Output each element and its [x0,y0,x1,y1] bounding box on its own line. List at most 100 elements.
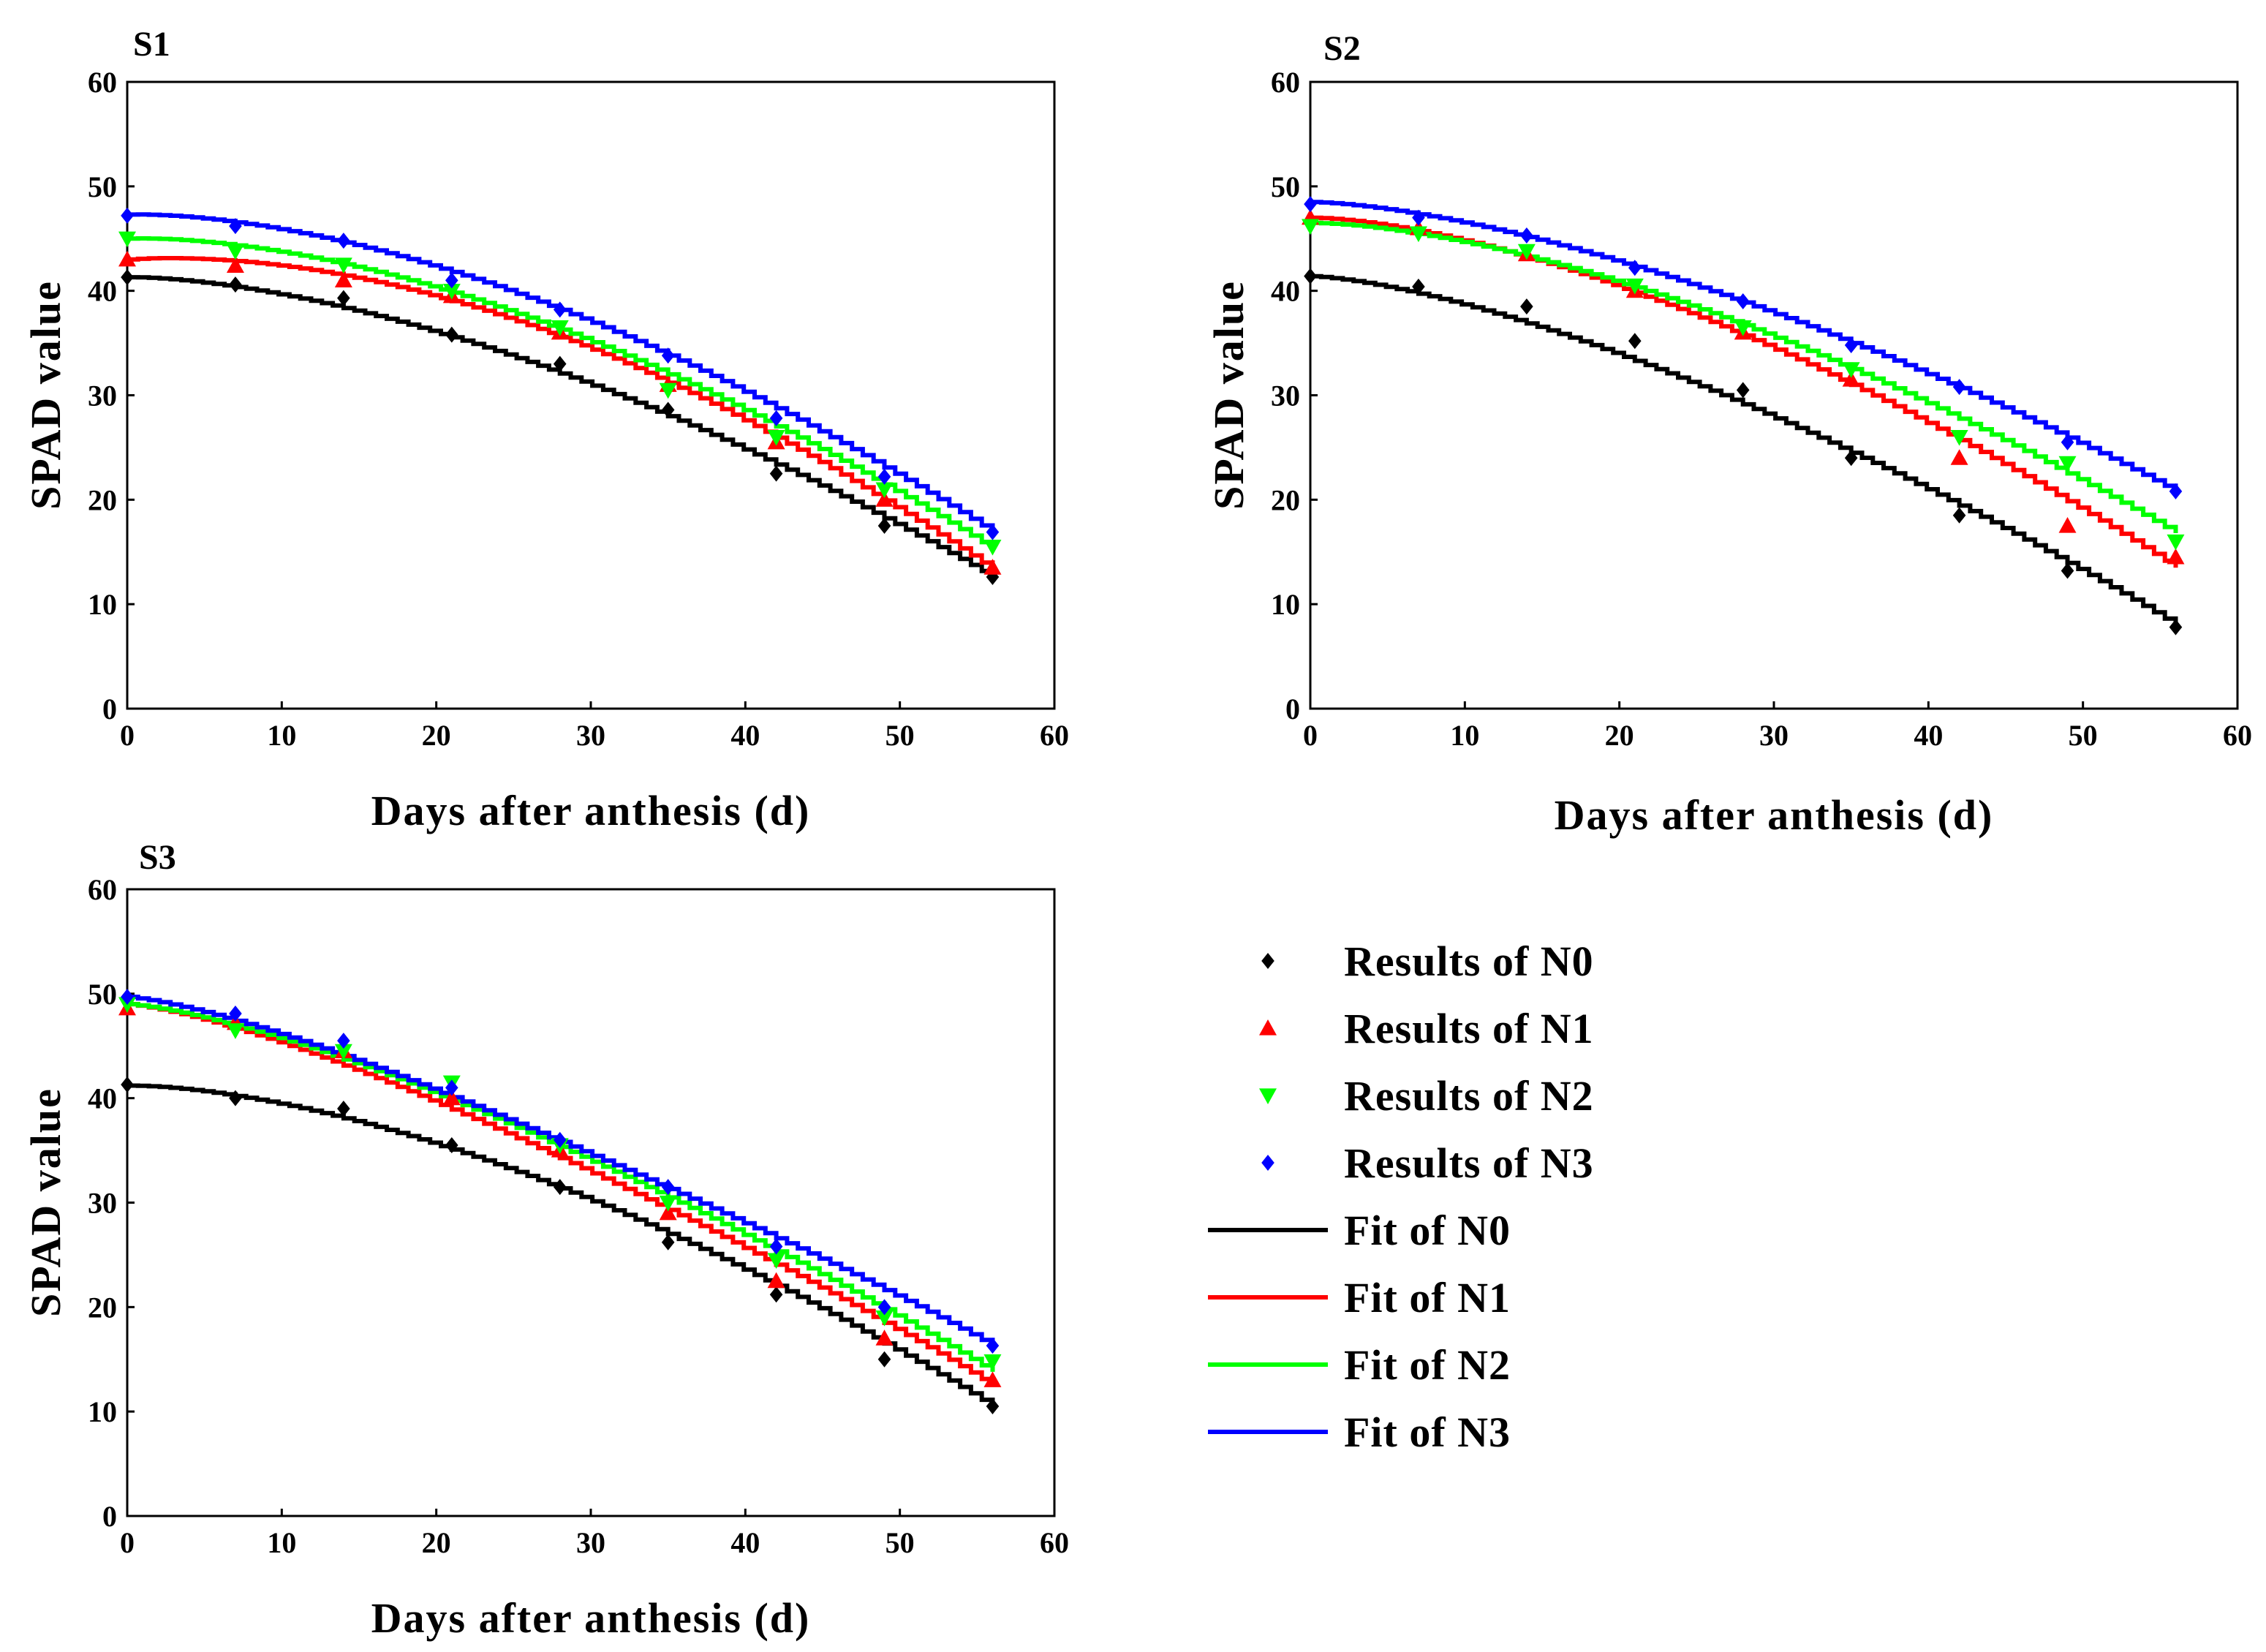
plot-frame [126,80,1056,710]
legend-label: Fit of N2 [1344,1341,1511,1389]
legend-item-fit-n1: Fit of N1 [1208,1274,1510,1321]
data-point-n2 [983,540,1002,556]
data-point-n0 [769,465,783,482]
data-point-n3 [121,207,134,224]
data-point-n2 [2058,456,2077,472]
legend-label: Results of N3 [1344,1139,1594,1187]
data-point-n3 [1952,379,1966,396]
y-tick-label: 50 [1271,170,1300,203]
y-tick-label: 60 [88,66,117,99]
legend-marker [1259,1088,1277,1104]
data-point-n2 [118,231,136,248]
x-tick-label: 60 [1040,1526,1069,1559]
legend-item-fit-n3: Fit of N3 [1208,1408,1511,1456]
data-point-n3 [1520,227,1533,244]
y-axis-label: SPAD value [1205,280,1253,510]
data-point-n2 [875,1310,894,1327]
y-tick-label: 60 [88,873,117,906]
data-markers [1302,196,2185,635]
legend: Results of N0 Results of N1 Results of N… [1208,938,1594,1456]
x-tick-label: 30 [576,1526,605,1559]
data-point-n0 [1952,507,1966,524]
data-point-n1 [2058,517,2077,533]
data-point-n1 [875,1329,894,1346]
data-point-n3 [1628,260,1642,276]
x-tick-label: 30 [1759,719,1789,752]
data-point-n3 [986,1338,1000,1354]
x-tick-label: 20 [1605,719,1634,752]
legend-marker-diamond-icon [1261,953,1274,969]
y-tick-label: 0 [102,693,117,725]
legend-label: Fit of N3 [1344,1408,1511,1456]
data-point-n0 [445,326,458,343]
legend-marker-triangle-up-icon [1259,1019,1277,1036]
x-axis-label: Days after anthesis (d) [1555,791,1994,839]
data-point-n3 [661,347,675,364]
data-point-n1 [334,271,352,287]
x-tick-label: 0 [120,719,135,752]
y-tick-label: 0 [102,1500,117,1533]
fit-line-n0 [127,275,995,577]
data-point-n0 [445,1136,458,1153]
legend-marker [1259,1019,1277,1036]
data-point-n3 [553,1131,567,1148]
data-point-n2 [118,997,136,1014]
y-tick-label: 30 [88,380,117,412]
data-point-n0 [337,290,350,306]
legend-marker [1261,1155,1274,1171]
data-point-n3 [1844,336,1858,353]
data-point-n0 [2169,619,2183,635]
legend-item-fit-n0: Fit of N0 [1208,1207,1510,1254]
x-axis-label: Days after anthesis (d) [371,1594,811,1642]
data-point-n0 [986,1398,1000,1415]
data-point-n3 [337,233,350,249]
data-point-n0 [1628,333,1642,350]
y-tick-label: 40 [88,275,117,308]
legend-marker-triangle-down-icon [1259,1088,1277,1104]
panel-title: S1 [133,25,170,64]
x-tick-label: 10 [267,1526,296,1559]
data-point-n2 [226,244,244,260]
data-point-n0 [229,1090,242,1106]
fit-line-n3 [1310,200,2178,491]
data-point-n3 [2061,434,2074,450]
x-tick-label: 40 [730,719,760,752]
data-markers [118,207,1002,586]
data-point-n0 [121,1076,134,1093]
data-point-n2 [334,1044,352,1060]
data-point-n2 [1842,362,1860,378]
data-point-n0 [661,1234,675,1251]
data-point-n3 [661,1179,675,1196]
data-point-n3 [553,301,567,318]
fit-lines [127,995,995,1406]
legend-item-results-n3: Results of N3 [1261,1139,1593,1187]
data-point-n2 [1734,320,1752,336]
data-point-n1 [1950,449,1968,465]
x-tick-label: 0 [120,1526,135,1559]
x-tick-label: 10 [1450,719,1479,752]
legend-marker [1261,953,1274,969]
data-point-n1 [983,1371,1002,1387]
data-point-n3 [769,410,783,426]
x-tick-label: 20 [422,1526,451,1559]
x-tick-label: 50 [885,719,915,752]
data-point-n3 [877,468,891,485]
panel-title: S3 [139,838,176,877]
legend-item-fit-n2: Fit of N2 [1208,1341,1511,1389]
data-point-n3 [877,1299,891,1316]
x-tick-label: 20 [422,719,451,752]
data-point-n2 [226,1023,244,1039]
data-point-n0 [229,276,242,293]
data-point-n3 [1412,209,1425,226]
legend-label: Results of N0 [1344,938,1594,985]
x-tick-label: 10 [267,719,296,752]
y-tick-label: 20 [88,1291,117,1324]
y-tick-label: 10 [88,588,117,621]
x-axis-label: Days after anthesis (d) [371,787,811,834]
x-tick-label: 50 [2069,719,2098,752]
data-point-n2 [334,257,352,274]
data-point-n2 [767,1253,785,1270]
fit-lines [127,212,995,577]
data-point-n0 [1736,382,1750,399]
